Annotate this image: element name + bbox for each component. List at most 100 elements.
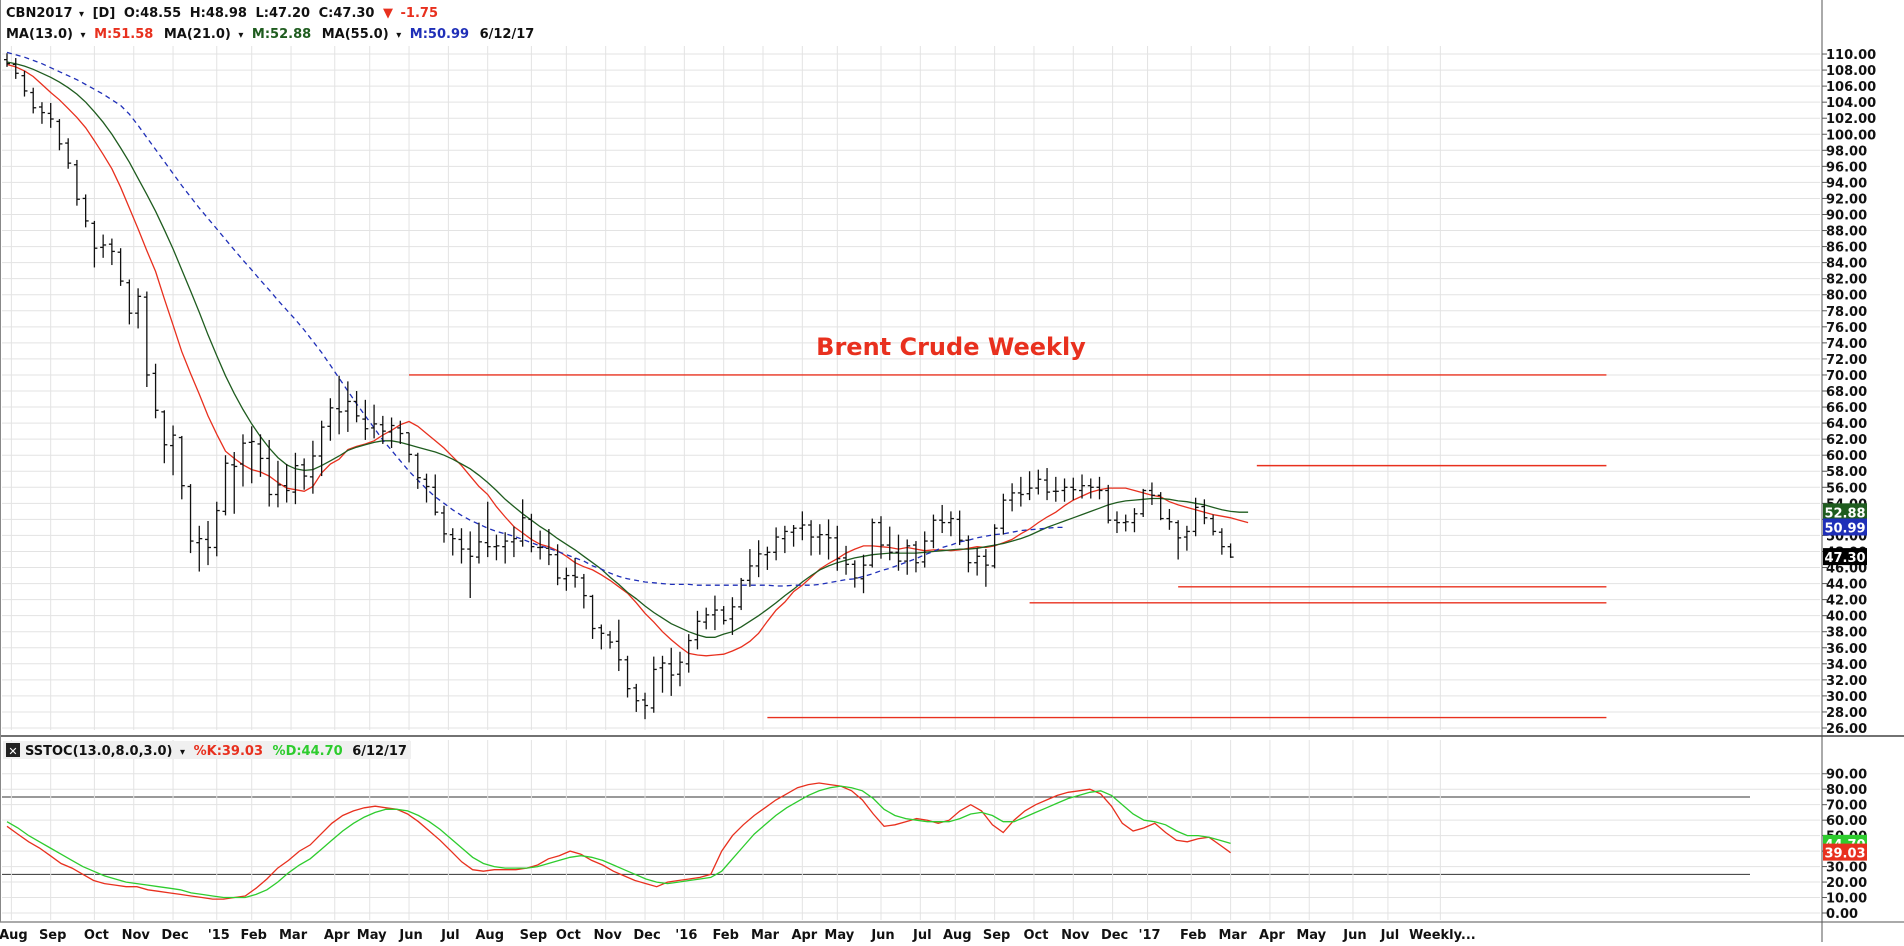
time-axis: Aug Sep Oct Nov Dec '15 Feb Mar Apr May Jun Jul Aug S… — [0, 928, 1476, 943]
price-tick-label: 68.00 — [1826, 385, 1867, 400]
price-tick-label: 60.00 — [1826, 449, 1867, 464]
ohlc-bar — [668, 647, 675, 696]
ma13-label[interactable]: MA(13.0) — [6, 27, 73, 42]
ohlc-bar — [816, 524, 823, 555]
ohlc-bar — [738, 577, 745, 611]
time-tick-label: Aug — [475, 928, 504, 942]
ma55-dropdown-icon[interactable]: ▾ — [396, 30, 401, 41]
ohlc-bar — [720, 606, 727, 625]
ohlc-bar — [73, 159, 80, 206]
price-tick-label: 82.00 — [1826, 273, 1867, 288]
ohlc-bar — [755, 540, 762, 578]
ohlc-bar — [414, 452, 421, 489]
price-tick-label: 40.00 — [1826, 610, 1867, 625]
ohlc-bar — [1035, 469, 1042, 495]
price-tick-label: 110.00 — [1826, 48, 1876, 63]
ma55-label[interactable]: MA(55.0) — [322, 27, 389, 42]
ohlc-bar — [1227, 543, 1234, 558]
ohlc-bar — [685, 634, 692, 673]
price-tick-label: 86.00 — [1826, 241, 1867, 256]
period-label[interactable]: [D] — [93, 6, 116, 21]
high-value: H:48.98 — [190, 6, 247, 21]
time-tick-label: Apr — [1259, 928, 1285, 942]
ohlc-bar — [869, 518, 876, 568]
ma21-label[interactable]: MA(21.0) — [164, 27, 231, 42]
time-tick-label: Aug — [943, 928, 972, 942]
ohlc-bar — [126, 279, 133, 325]
ohlc-bar — [1192, 497, 1199, 537]
ohlc-bar — [703, 607, 710, 630]
ohlc-bar — [1113, 511, 1120, 534]
ohlc-bar — [580, 573, 587, 609]
price-tick-label: 36.00 — [1826, 642, 1867, 657]
change-value: -1.75 — [401, 6, 438, 21]
ohlc-bar — [1026, 471, 1033, 501]
ohlc-bar — [843, 545, 850, 575]
ohlc-bar — [152, 363, 159, 419]
price-tick-label: 62.00 — [1826, 433, 1867, 448]
ohlc-bar — [851, 560, 858, 588]
close-value: C:47.30 — [319, 6, 375, 21]
ohlc-bar — [537, 530, 544, 560]
ohlc-bar — [642, 692, 649, 720]
ohlc-bar — [1079, 474, 1086, 499]
ohlc-bar — [65, 138, 72, 169]
ohlc-bar — [799, 511, 806, 541]
ohlc-bar — [248, 426, 255, 484]
time-tick-label: Dec — [633, 928, 660, 942]
ohlc-bar — [82, 194, 89, 228]
symbol-label[interactable]: CBN2017 — [6, 6, 73, 21]
ohlc-bar — [423, 473, 430, 503]
osc-close-icon[interactable]: ✕ — [8, 745, 17, 758]
ohlc-bar — [982, 549, 989, 587]
annotation-lines[interactable] — [409, 374, 1607, 719]
value-badge: 47.30 — [1823, 548, 1867, 566]
price-tick-label: 108.00 — [1826, 64, 1876, 79]
osc-label[interactable]: SSTOC(13.0,8.0,3.0) — [25, 744, 173, 759]
time-tick-label: May — [1296, 928, 1326, 942]
osc-tick-label: 20.00 — [1826, 876, 1867, 891]
price-tick-label: 66.00 — [1826, 401, 1867, 416]
osc-dropdown-icon[interactable]: ▾ — [180, 747, 185, 758]
ohlc-bar — [100, 234, 107, 258]
ohlc-bar — [572, 557, 579, 588]
ohlc-bar — [178, 435, 185, 500]
osc-tick-label: 10.00 — [1826, 892, 1867, 907]
ohlc-bar — [554, 544, 561, 586]
ohlc-bar — [676, 651, 683, 687]
time-tick-label: Jun — [870, 928, 894, 942]
ma21-value: M:52.88 — [252, 27, 311, 42]
price-tick-label: 104.00 — [1826, 96, 1876, 111]
value-badge: 50.99 — [1823, 518, 1867, 536]
ma21-dropdown-icon[interactable]: ▾ — [238, 30, 243, 41]
ohlc-bar — [895, 534, 902, 571]
ohlc-bar — [764, 546, 771, 570]
moving-average-lines — [6, 51, 1249, 657]
ohlc-bar — [1183, 525, 1190, 551]
osc-close-box[interactable] — [6, 743, 20, 757]
ohlc-bar — [318, 420, 325, 477]
ohlc-bar — [878, 516, 884, 559]
ohlc-bar — [91, 220, 98, 268]
ohlc-bar — [274, 460, 281, 508]
price-tick-label: 58.00 — [1826, 465, 1867, 480]
ohlc-bar — [239, 434, 246, 487]
ma13-dropdown-icon[interactable]: ▾ — [81, 30, 86, 41]
time-tick-label: Weekly... — [1409, 928, 1476, 942]
ohlc-bar — [694, 610, 701, 650]
ohlc-bar — [1009, 483, 1016, 512]
ohlc-bar — [170, 425, 177, 476]
time-tick-label: Mar — [279, 928, 308, 942]
value-badge-bg — [1823, 518, 1867, 536]
time-tick-label: May — [357, 928, 387, 942]
ohlc-bar — [939, 504, 946, 534]
price-tick-label: 38.00 — [1826, 626, 1867, 641]
ohlc-bar — [1122, 514, 1129, 532]
ohlc-bar — [781, 525, 788, 554]
symbol-dropdown-icon[interactable]: ▾ — [79, 9, 84, 20]
ohlc-bar — [1105, 484, 1112, 524]
ohlc-bar — [449, 528, 456, 556]
ohlc-bar — [353, 391, 360, 423]
